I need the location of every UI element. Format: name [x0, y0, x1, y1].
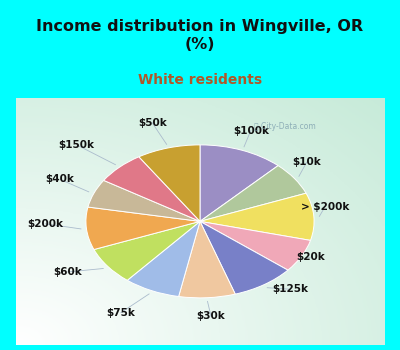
- Text: $60k: $60k: [53, 267, 82, 277]
- Wedge shape: [139, 145, 200, 222]
- Wedge shape: [88, 180, 200, 222]
- Wedge shape: [127, 222, 200, 296]
- Text: Income distribution in Wingville, OR
(%): Income distribution in Wingville, OR (%): [36, 19, 364, 52]
- Text: $30k: $30k: [197, 312, 226, 321]
- Wedge shape: [179, 222, 235, 298]
- Text: > $200k: > $200k: [301, 202, 349, 211]
- Text: $150k: $150k: [59, 140, 95, 150]
- Text: $10k: $10k: [292, 157, 321, 167]
- Text: $100k: $100k: [233, 126, 269, 135]
- Wedge shape: [200, 193, 314, 240]
- Text: $200k: $200k: [28, 219, 64, 229]
- Wedge shape: [86, 207, 200, 250]
- Text: White residents: White residents: [138, 73, 262, 87]
- Wedge shape: [200, 166, 306, 222]
- Wedge shape: [200, 222, 288, 294]
- Text: $125k: $125k: [272, 284, 308, 294]
- Text: $40k: $40k: [46, 174, 74, 184]
- Text: ⓘ City-Data.com: ⓘ City-Data.com: [254, 122, 316, 131]
- Wedge shape: [94, 222, 200, 280]
- Text: $50k: $50k: [138, 118, 166, 128]
- Wedge shape: [104, 157, 200, 222]
- Wedge shape: [200, 145, 278, 222]
- Text: $20k: $20k: [296, 252, 325, 262]
- Wedge shape: [200, 222, 310, 270]
- Text: $75k: $75k: [106, 308, 135, 318]
